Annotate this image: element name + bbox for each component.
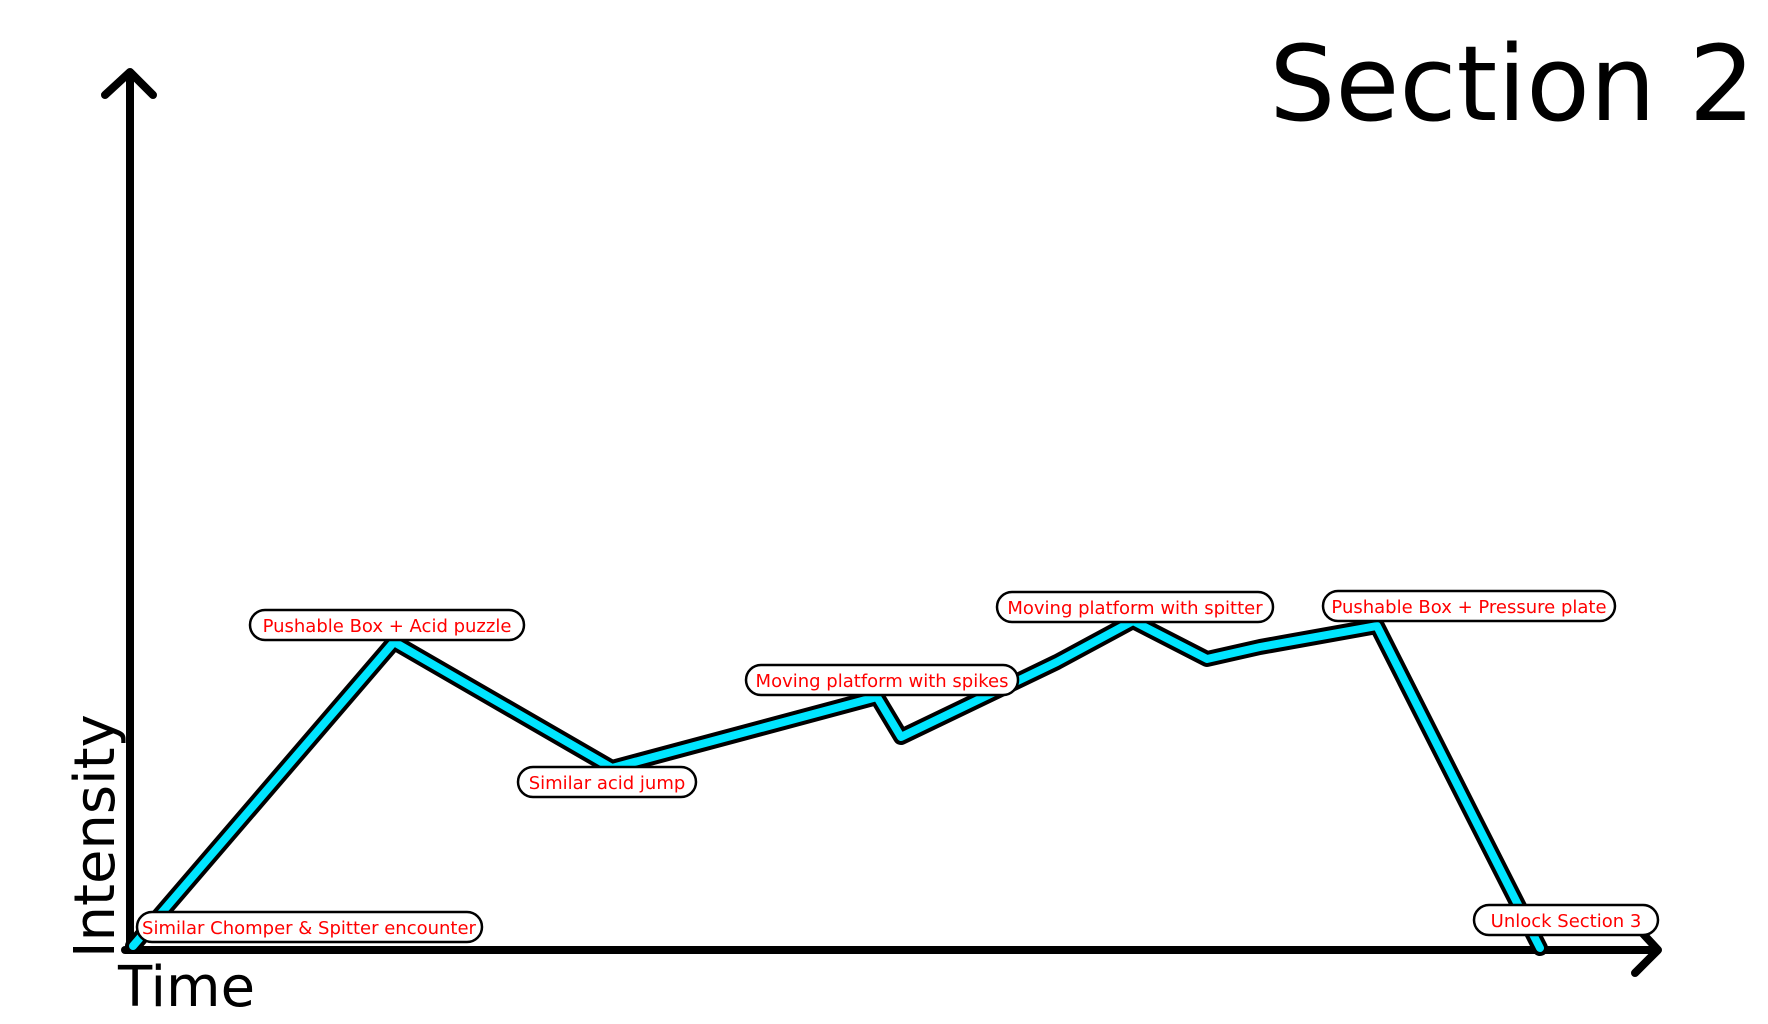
axes — [101, 68, 1662, 977]
event-label: Unlock Section 3 — [1472, 903, 1660, 937]
intensity-curve-line — [129, 617, 1544, 952]
event-label: Moving platform with spikes — [744, 663, 1020, 697]
event-label-text: Similar acid jump — [529, 773, 686, 794]
event-label: Pushable Box + Pressure plate — [1321, 589, 1617, 623]
y-axis-label: Intensity — [63, 714, 128, 958]
event-label-text: Pushable Box + Pressure plate — [1331, 597, 1606, 618]
event-label-text: Moving platform with spitter — [1007, 598, 1263, 619]
event-label-text: Unlock Section 3 — [1491, 911, 1642, 932]
event-label: Pushable Box + Acid puzzle — [248, 608, 526, 642]
event-label-text: Similar Chomper & Spitter encounter — [142, 918, 477, 939]
y-axis-arrowhead — [101, 68, 157, 99]
event-label: Moving platform with spitter — [995, 590, 1275, 624]
event-label-text: Moving platform with spikes — [756, 671, 1009, 692]
page-title: Section 2 — [1269, 23, 1755, 145]
event-label-text: Pushable Box + Acid puzzle — [263, 616, 512, 637]
event-label: Similar acid jump — [516, 765, 698, 799]
intensity-curve — [125, 613, 1548, 956]
x-axis-label: Time — [117, 955, 255, 1020]
event-label: Similar Chomper & Spitter encounter — [135, 910, 484, 944]
event-labels: Similar Chomper & Spitter encounter Push… — [135, 589, 1660, 944]
